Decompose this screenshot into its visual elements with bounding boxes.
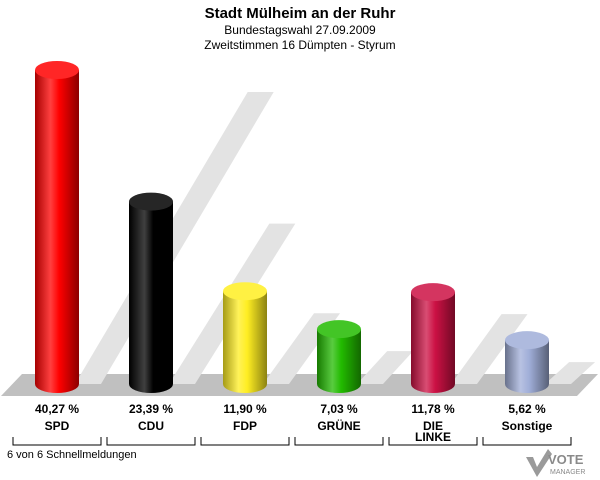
category-label: LINKE <box>415 430 451 444</box>
checkmark-icon <box>526 449 552 477</box>
bar-shadow-die-linke <box>451 314 528 384</box>
bar-top <box>411 283 455 302</box>
bar-shadow-spd <box>75 92 274 384</box>
logo-subtext: MANAGER <box>550 469 585 476</box>
bar-spd <box>35 61 79 393</box>
value-label: 11,90 % <box>223 402 267 416</box>
bar-shadow-grüne <box>357 351 414 384</box>
category-label: Sonstige <box>502 419 553 433</box>
category-label: CDU <box>138 419 164 433</box>
bar-top <box>129 192 173 211</box>
category-label: DIE <box>423 419 443 433</box>
category-bracket <box>106 437 196 446</box>
bar-sonstige <box>505 331 549 393</box>
category-label: FDP <box>233 419 257 433</box>
votemanager-logo: VOTE MANAGER <box>526 449 585 477</box>
bar-body <box>223 291 267 393</box>
footnote: 6 von 6 Schnellmeldungen <box>7 449 137 461</box>
bar-top <box>35 61 79 79</box>
bar-top <box>317 320 361 339</box>
category-bracket <box>200 437 290 446</box>
value-label: 23,39 % <box>129 402 173 416</box>
bar-body <box>317 329 361 393</box>
value-label: 7,03 % <box>320 402 358 416</box>
bar-top <box>505 331 549 350</box>
category-bracket <box>482 437 572 446</box>
category-bracket <box>294 437 384 446</box>
chart-subtitle-district: Zweitstimmen 16 Dümpten - Styrum <box>204 38 396 52</box>
value-label: 11,78 % <box>411 402 455 416</box>
category-bracket <box>12 437 102 446</box>
bar-body <box>411 292 455 393</box>
bar-body <box>505 340 549 393</box>
bar-body <box>35 70 79 393</box>
bar-die-linke <box>411 283 455 393</box>
bars <box>35 61 549 393</box>
bar-cdu <box>129 192 173 393</box>
bar-fdp <box>223 282 267 393</box>
value-label: 5,62 % <box>508 402 546 416</box>
bar-grüne <box>317 320 361 393</box>
bar-body <box>129 201 173 393</box>
category-bracket <box>388 437 478 446</box>
category-label: SPD <box>45 419 70 433</box>
bar-top <box>223 282 267 301</box>
category-label: GRÜNE <box>317 418 360 433</box>
bar-shadow-sonstige <box>545 362 596 384</box>
value-label: 40,27 % <box>35 402 79 416</box>
chart-subtitle-election: Bundestagswahl 27.09.2009 <box>224 23 376 37</box>
bar-labels: 40,27 % SPD 23,39 % CDU 11,90 % FDP 7,03 % GRÜN… <box>12 402 572 446</box>
chart-title: Stadt Mülheim an der Ruhr <box>204 5 396 22</box>
logo-text: VOTE <box>548 452 584 467</box>
